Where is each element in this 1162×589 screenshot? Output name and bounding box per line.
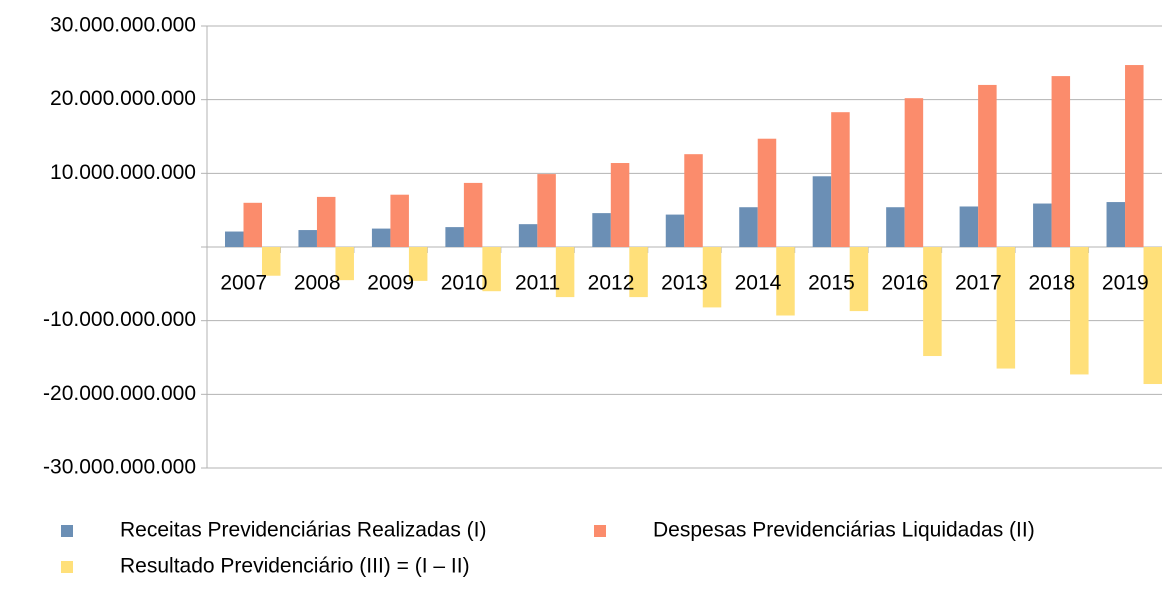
bar bbox=[445, 227, 464, 247]
bar bbox=[243, 202, 262, 247]
legend-swatch bbox=[61, 561, 73, 573]
y-tick-label: -30.000.000.000 bbox=[43, 456, 196, 479]
legend-swatch bbox=[61, 525, 73, 537]
bar bbox=[316, 196, 336, 247]
bars bbox=[225, 65, 1162, 385]
bar bbox=[463, 182, 483, 247]
bar bbox=[665, 214, 685, 247]
x-tick-label: 2015 bbox=[808, 272, 855, 295]
x-tick-label: 2008 bbox=[294, 272, 341, 295]
bar bbox=[831, 112, 850, 247]
x-tick-label: 2017 bbox=[955, 272, 1002, 295]
x-tick-label: 2009 bbox=[367, 272, 414, 295]
y-tick-label: 10.000.000.000 bbox=[50, 161, 196, 184]
bar bbox=[1070, 247, 1089, 375]
bar bbox=[978, 84, 997, 247]
bar bbox=[335, 247, 354, 281]
y-tick-label: -20.000.000.000 bbox=[43, 382, 196, 405]
x-tick-label: 2012 bbox=[588, 272, 635, 295]
bar bbox=[390, 194, 409, 247]
bar bbox=[757, 138, 777, 247]
bar bbox=[923, 247, 942, 357]
bar bbox=[776, 247, 795, 316]
bar bbox=[849, 247, 869, 312]
bar bbox=[610, 163, 630, 247]
bar bbox=[959, 206, 979, 247]
bar bbox=[684, 154, 703, 247]
legend-label: Resultado Previdenciário (III) = (I – II… bbox=[120, 555, 470, 578]
bar bbox=[1033, 203, 1052, 247]
bar bbox=[904, 98, 924, 248]
bar bbox=[408, 247, 428, 281]
x-tick-label: 2018 bbox=[1028, 272, 1075, 295]
bar bbox=[537, 174, 556, 247]
bar bbox=[225, 231, 244, 247]
y-tick-label: -10.000.000.000 bbox=[43, 308, 196, 331]
x-tick-label: 2016 bbox=[882, 272, 929, 295]
x-tick-label: 2007 bbox=[220, 272, 267, 295]
x-tick-label: 2019 bbox=[1102, 272, 1149, 295]
labels: -30.000.000.000 -20.000.000.000 -10.000.00… bbox=[43, 14, 1149, 578]
x-tick-label: 2014 bbox=[735, 272, 782, 295]
bar bbox=[812, 176, 832, 247]
bar bbox=[1051, 76, 1071, 248]
bar bbox=[1143, 247, 1162, 385]
bar bbox=[555, 247, 575, 298]
bar bbox=[371, 228, 391, 247]
bar bbox=[996, 247, 1016, 369]
y-tick-label: 30.000.000.000 bbox=[50, 14, 196, 37]
legend-swatch bbox=[594, 525, 606, 537]
bar bbox=[482, 247, 501, 292]
bar bbox=[592, 213, 611, 247]
y-tick-label: 20.000.000.000 bbox=[50, 87, 196, 110]
x-tick-label: 2010 bbox=[441, 272, 488, 295]
bar bbox=[629, 247, 648, 298]
bar bbox=[739, 207, 758, 247]
x-tick-label: 2013 bbox=[661, 272, 708, 295]
bar bbox=[518, 224, 538, 247]
bar bbox=[1106, 202, 1126, 247]
bar bbox=[1125, 65, 1144, 247]
bar bbox=[886, 207, 905, 247]
legend-label: Receitas Previdenciárias Realizadas (I) bbox=[120, 519, 487, 542]
bar bbox=[298, 230, 317, 247]
bar bbox=[262, 247, 281, 276]
x-tick-label: 2011 bbox=[515, 272, 560, 295]
bar bbox=[702, 247, 722, 308]
legend-label: Despesas Previdenciárias Liquidadas (II) bbox=[653, 519, 1035, 542]
